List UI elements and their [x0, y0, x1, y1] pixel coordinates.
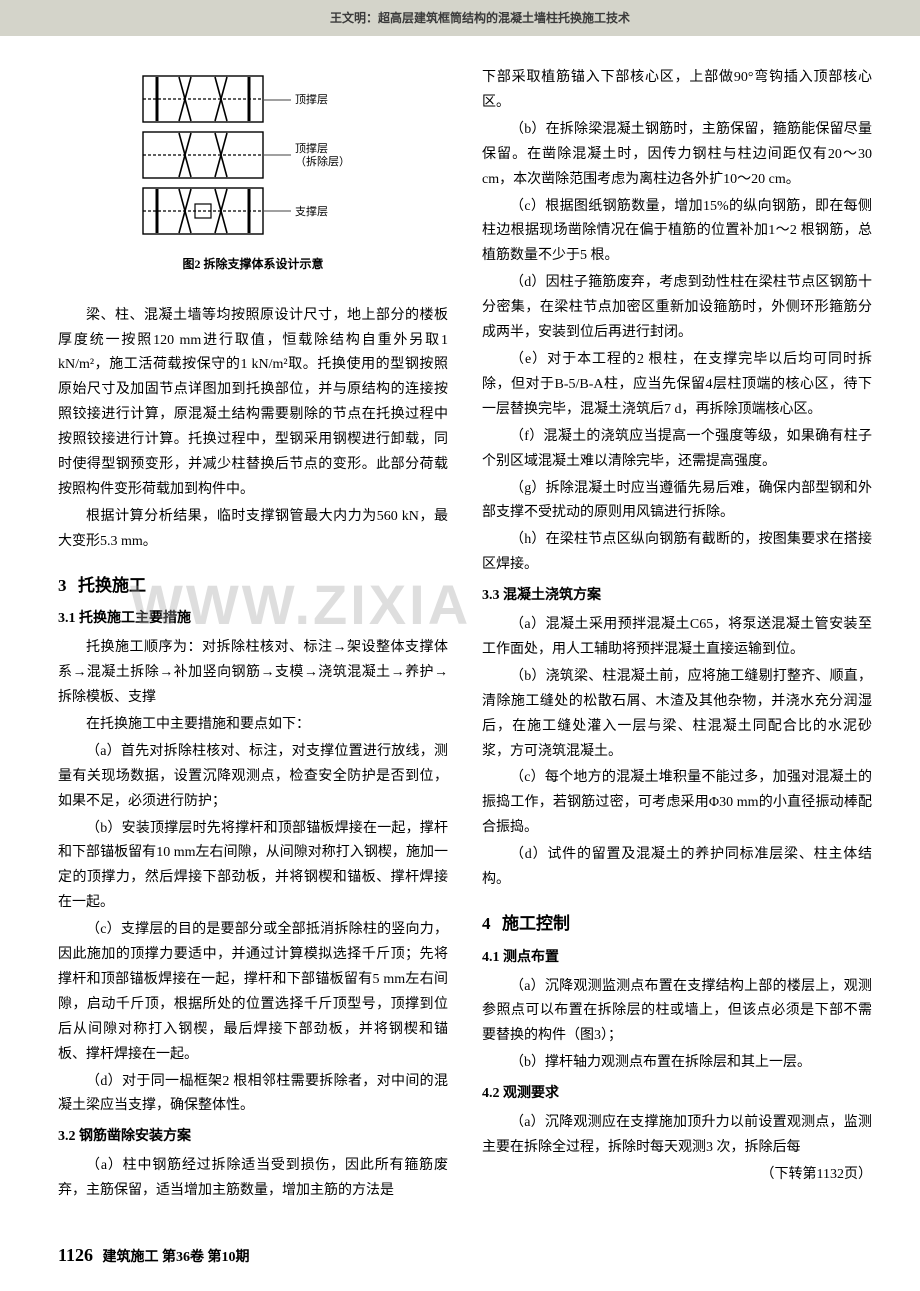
para-r3d: （d）试件的留置及混凝土的养护同标准层梁、柱主体结构。 [482, 843, 872, 893]
footer-text: 建筑施工 第36卷 第10期 [103, 1250, 250, 1265]
para-r-e: （e）对于本工程的2 根柱，在支撑完毕以后均可同时拆除，但对于B-5/B-A柱，… [482, 348, 872, 423]
left-column: 顶撑层 顶撑层 （拆除层） 支撑层 [58, 66, 448, 1206]
sub-3-3: 3.3 混凝土浇筑方案 [482, 584, 872, 609]
para-r-c: （c）根据图纸钢筋数量，增加15%的纵向钢筋，即在每侧柱边根据现场凿除情况在偏于… [482, 195, 872, 270]
svg-text:顶撑层: 顶撑层 [295, 92, 328, 106]
svg-text:（拆除层）: （拆除层） [295, 154, 350, 168]
section-3-heading: 3 托换施工 [58, 571, 448, 602]
figure-2-svg: 顶撑层 顶撑层 （拆除层） 支撑层 [133, 66, 373, 248]
figure-2-caption: 图2 拆除支撑体系设计示意 [182, 254, 323, 276]
para-r3a: （a）混凝土采用预拌混凝土C65，将泵送混凝土管安装至工作面处，用人工辅助将预拌… [482, 613, 872, 663]
para-l-c: （c）支撑层的目的是要部分或全部抵消拆除柱的竖向力，因此施加的顶撑力要适中，并通… [58, 918, 448, 1067]
para-r3b: （b）浇筑梁、柱混凝土前，应将施工缝剔打整齐、顺直，清除施工缝处的松散石屑、木渣… [482, 665, 872, 765]
header-title: 王文明：超高层建筑框筒结构的混凝土墙柱托换施工技术 [330, 8, 630, 30]
section-4-heading: 4 施工控制 [482, 909, 872, 940]
svg-text:顶撑层: 顶撑层 [295, 141, 328, 155]
para-r4c: （a）沉降观测应在支撑施加顶升力以前设置观测点，监测主要在拆除全过程，拆除时每天… [482, 1111, 872, 1161]
para-r3c: （c）每个地方的混凝土堆积量不能过多，加强对混凝土的振捣工作，若钢筋过密，可考虑… [482, 766, 872, 841]
para-l-d: （d）对于同一榀框架2 根相邻柱需要拆除者，对中间的混凝土梁应当支撑，确保整体性… [58, 1070, 448, 1120]
para-r-1: 下部采取植筋锚入下部核心区，上部做90°弯钩插入顶部核心区。 [482, 66, 872, 116]
para-r-f: （f）混凝土的浇筑应当提高一个强度等级，如果确有柱子个别区域混凝土难以清除完毕，… [482, 425, 872, 475]
section-3-num: 3 [58, 571, 67, 602]
para-r-b: （b）在拆除梁混凝土钢筋时，主筋保留，箍筋能保留尽量保留。在凿除混凝土时，因传力… [482, 118, 872, 193]
right-column: 下部采取植筋锚入下部核心区，上部做90°弯钩插入顶部核心区。 （b）在拆除梁混凝… [482, 66, 872, 1206]
page-number: 1126 [58, 1245, 93, 1265]
para-r-d: （d）因柱子箍筋废弃，考虑到劲性柱在梁柱节点区钢筋十分密集，在梁柱节点加密区重新… [482, 271, 872, 346]
svg-text:支撑层: 支撑层 [295, 204, 328, 218]
top-header-bar: 王文明：超高层建筑框筒结构的混凝土墙柱托换施工技术 [0, 0, 920, 36]
para-r4a: （a）沉降观测监测点布置在支撑结构上部的楼层上，观测参照点可以布置在拆除层的柱或… [482, 975, 872, 1050]
section-4-num: 4 [482, 909, 491, 940]
section-4-title: 施工控制 [502, 914, 570, 933]
section-3-title: 托换施工 [78, 576, 146, 595]
para-l-e: （a）柱中钢筋经过拆除适当受到损伤，因此所有箍筋废弃，主筋保留，适当增加主筋数量… [58, 1154, 448, 1204]
para-l-2: 根据计算分析结果，临时支撑钢管最大内力为560 kN，最大变形5.3 mm。 [58, 505, 448, 555]
para-l-4: 在托换施工中主要措施和要点如下： [58, 713, 448, 738]
figure-2: 顶撑层 顶撑层 （拆除层） 支撑层 [58, 66, 448, 276]
para-l-3: 托换施工顺序为：对拆除柱核对、标注→架设整体支撑体系→混凝土拆除→补加竖向钢筋→… [58, 636, 448, 711]
sub-4-2: 4.2 观测要求 [482, 1082, 872, 1107]
continued-note: （下转第1132页） [482, 1163, 872, 1188]
sub-3-2: 3.2 钢筋凿除安装方案 [58, 1125, 448, 1150]
para-l-a: （a）首先对拆除柱核对、标注，对支撑位置进行放线，测量有关现场数据，设置沉降观测… [58, 740, 448, 815]
para-l-b: （b）安装顶撑层时先将撑杆和顶部锚板焊接在一起，撑杆和下部锚板留有10 mm左右… [58, 817, 448, 917]
sub-3-1: 3.1 托换施工主要措施 [58, 607, 448, 632]
para-r-h: （h）在梁柱节点区纵向钢筋有截断的，按图集要求在搭接区焊接。 [482, 528, 872, 578]
para-r-g: （g）拆除混凝土时应当遵循先易后难，确保内部型钢和外部支撑不受扰动的原则用风镐进… [482, 477, 872, 527]
para-r4b: （b）撑杆轴力观测点布置在拆除层和其上一层。 [482, 1051, 872, 1076]
sub-4-1: 4.1 测点布置 [482, 946, 872, 971]
para-l-1: 梁、柱、混凝土墙等均按照原设计尺寸，地上部分的楼板厚度统一按照120 mm进行取… [58, 304, 448, 503]
content-columns: 顶撑层 顶撑层 （拆除层） 支撑层 [0, 36, 920, 1206]
page-footer: 1126 建筑施工 第36卷 第10期 [58, 1239, 250, 1271]
